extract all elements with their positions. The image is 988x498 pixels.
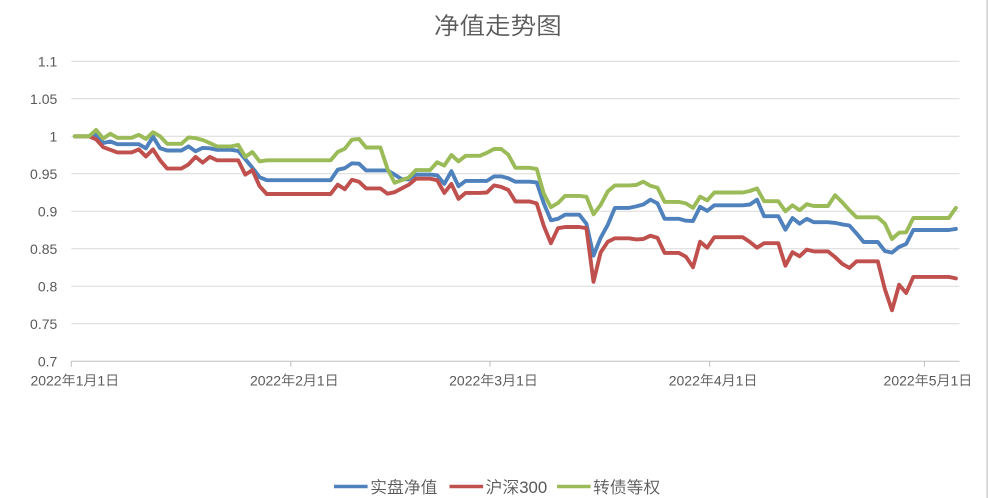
svg-text:0.75: 0.75 bbox=[30, 316, 57, 332]
svg-text:2: 2 bbox=[250, 372, 258, 388]
svg-text:1: 1 bbox=[97, 372, 105, 388]
svg-text:0.85: 0.85 bbox=[30, 241, 57, 257]
svg-text:1: 1 bbox=[317, 372, 325, 388]
svg-text:2: 2 bbox=[884, 372, 892, 388]
svg-text:0: 0 bbox=[457, 372, 465, 388]
svg-text:2: 2 bbox=[46, 372, 54, 388]
svg-text:0: 0 bbox=[38, 372, 46, 388]
svg-text:0.7: 0.7 bbox=[38, 353, 58, 369]
svg-text:2: 2 bbox=[899, 372, 907, 388]
svg-text:2: 2 bbox=[907, 372, 915, 388]
svg-text:1: 1 bbox=[76, 372, 84, 388]
svg-text:3: 3 bbox=[494, 372, 502, 388]
svg-text:1.05: 1.05 bbox=[30, 91, 57, 107]
svg-text:2: 2 bbox=[692, 372, 700, 388]
svg-text:0: 0 bbox=[891, 372, 899, 388]
svg-text:5: 5 bbox=[929, 372, 937, 388]
svg-text:3: 3 bbox=[519, 478, 528, 497]
svg-text:0: 0 bbox=[529, 478, 538, 497]
svg-text:2: 2 bbox=[54, 372, 62, 388]
svg-text:0.8: 0.8 bbox=[38, 278, 58, 294]
svg-text:1: 1 bbox=[736, 372, 744, 388]
svg-text:0.95: 0.95 bbox=[30, 166, 57, 182]
svg-text:0.9: 0.9 bbox=[38, 203, 58, 219]
svg-text:2: 2 bbox=[266, 372, 274, 388]
svg-text:2: 2 bbox=[273, 372, 281, 388]
svg-text:2: 2 bbox=[465, 372, 473, 388]
svg-text:2: 2 bbox=[684, 372, 692, 388]
svg-text:1.1: 1.1 bbox=[38, 53, 58, 69]
svg-text:0: 0 bbox=[538, 478, 547, 497]
svg-text:2: 2 bbox=[449, 372, 457, 388]
svg-text:2: 2 bbox=[473, 372, 481, 388]
svg-text:1: 1 bbox=[950, 372, 958, 388]
svg-text:1: 1 bbox=[516, 372, 524, 388]
svg-text:2: 2 bbox=[30, 372, 38, 388]
svg-text:0: 0 bbox=[677, 372, 685, 388]
svg-text:1: 1 bbox=[50, 128, 58, 144]
svg-text:0: 0 bbox=[258, 372, 266, 388]
svg-text:4: 4 bbox=[714, 372, 722, 388]
svg-text:2: 2 bbox=[295, 372, 303, 388]
svg-text:2: 2 bbox=[669, 372, 677, 388]
